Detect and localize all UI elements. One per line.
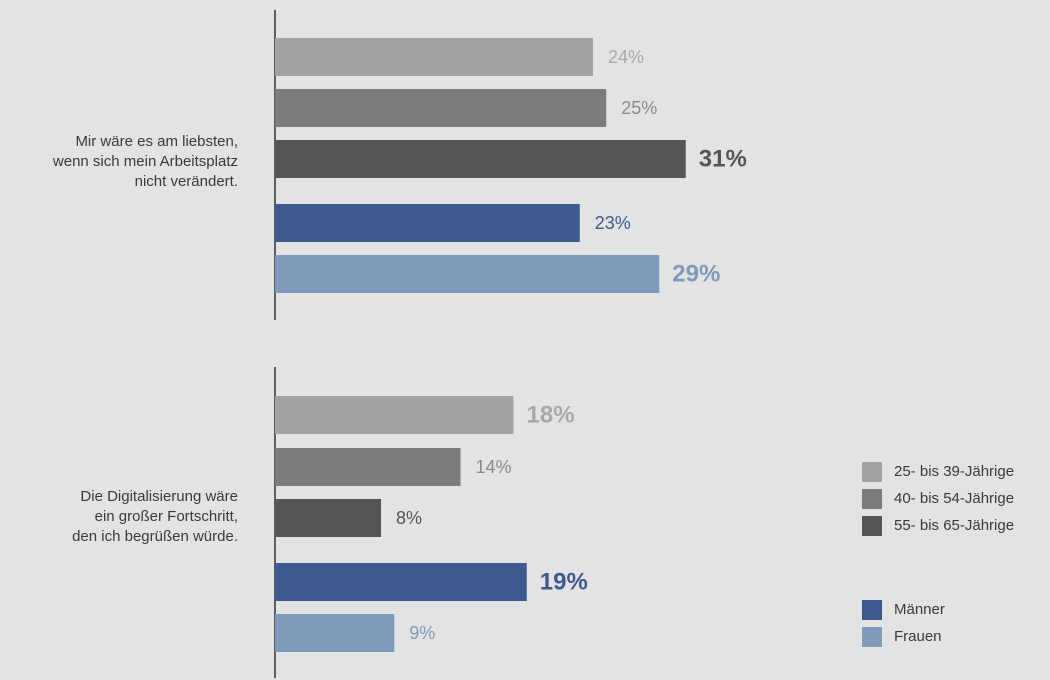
legend-swatch [862,516,882,536]
bar [275,563,527,601]
bar [275,89,607,127]
legend-swatch [862,489,882,509]
bar [275,448,461,486]
bar-value-label: 14% [476,457,512,477]
bar [275,140,686,178]
bar [275,396,514,434]
category-label-digitalization-progress: Die Digitalisierung wäre ein großer Fort… [72,488,238,545]
legend-label: 55- bis 65-Jährige [894,517,1015,534]
bar-value-label: 29% [672,261,720,288]
legend-label: Männer [894,601,945,618]
legend-label: 40- bis 54-Jährige [894,490,1015,507]
bar [275,255,660,293]
legend-swatch [862,462,882,482]
bar-value-label: 23% [595,213,631,233]
category-label-keep-workplace: Mir wäre es am liebsten, wenn sich mein … [52,133,238,190]
bar [275,499,381,537]
bar-value-label: 18% [527,402,575,429]
bar-value-label: 24% [608,47,644,67]
bar-value-label: 19% [540,569,588,596]
bar [275,204,580,242]
legend-swatch [862,600,882,620]
legend-swatch [862,627,882,647]
legend-label: Frauen [894,628,942,645]
legend-label: 25- bis 39-Jährige [894,463,1015,480]
bar-value-label: 9% [409,623,435,643]
bar-value-label: 31% [699,146,747,173]
bar [275,614,395,652]
bar [275,38,593,76]
bar-value-label: 25% [621,98,657,118]
bar-value-label: 8% [396,508,422,528]
